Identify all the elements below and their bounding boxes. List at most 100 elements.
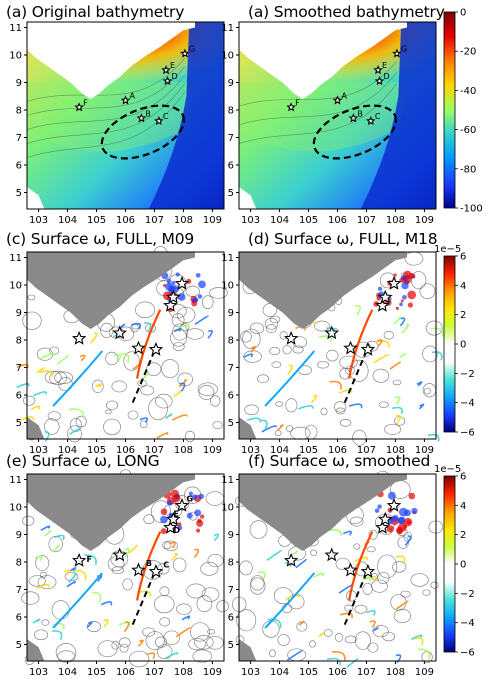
- x-tick-label: 106: [116, 215, 135, 226]
- colorbar-tick-label: −4: [460, 398, 475, 409]
- panel-title-a2: (a) Smoothed bathymetry: [248, 3, 445, 21]
- colorbar-tick-label: -80: [460, 164, 476, 175]
- y-tick-label: 5: [228, 640, 234, 651]
- station-star-icon: [74, 102, 84, 112]
- station-star-icon: [161, 65, 171, 75]
- station-label: G: [186, 495, 193, 504]
- station-star-icon: [283, 330, 299, 345]
- colorbar-tick-label: -60: [460, 125, 476, 136]
- x-tick-label: 107: [145, 445, 164, 456]
- station-star-icon: [378, 289, 393, 304]
- station-star-icon: [148, 563, 164, 578]
- colorbar-tick-label: −2: [460, 589, 475, 600]
- station-star-icon: [71, 330, 87, 345]
- colorbar-tick-label: −2: [460, 369, 475, 380]
- station-star-icon: [166, 289, 181, 304]
- y-tick-label: 6: [228, 391, 234, 402]
- panel-title-d: (d) Surface ω, FULL, M18: [248, 230, 437, 248]
- y-tick-label: 10: [9, 503, 22, 514]
- colorbar-scale: [443, 11, 456, 209]
- station-star-icon: [174, 275, 190, 290]
- x-tick-label: 104: [270, 445, 289, 456]
- y-tick-label: 6: [16, 391, 22, 402]
- colorbar-tick-label: −6: [460, 428, 475, 439]
- y-tick-label: 7: [16, 585, 22, 596]
- x-tick-label: 104: [58, 667, 77, 678]
- station-label: D: [173, 526, 180, 535]
- station-star-icon: [131, 340, 146, 355]
- x-tick-label: 108: [386, 445, 405, 456]
- station-star-icon: [332, 95, 343, 105]
- x-tick-label: 104: [58, 445, 77, 456]
- colorbar-tick-label: 4: [460, 281, 466, 292]
- x-tick-label: 108: [174, 215, 193, 226]
- y-tick-label: 5: [228, 418, 234, 429]
- y-tick-label: 7: [16, 133, 22, 144]
- y-tick-label: 11: [9, 475, 22, 486]
- station-star-icon: [386, 275, 402, 290]
- x-tick-label: 103: [241, 215, 260, 226]
- station-star-icon: [154, 115, 164, 126]
- station-label: B: [145, 109, 151, 118]
- station-star-icon: [112, 547, 127, 562]
- y-tick-label: 5: [16, 418, 22, 429]
- x-tick-label: 105: [299, 667, 318, 678]
- x-tick-label: 106: [116, 667, 135, 678]
- x-tick-label: 108: [174, 667, 193, 678]
- station-star-icon: [386, 497, 402, 512]
- station-star-icon: [120, 95, 131, 105]
- x-tick-label: 104: [270, 215, 289, 226]
- colorbar-tick-label: 2: [460, 310, 466, 321]
- x-tick-label: 103: [241, 445, 260, 456]
- x-tick-label: 104: [58, 215, 77, 226]
- y-tick-label: 8: [228, 106, 234, 117]
- y-tick-label: 8: [228, 558, 234, 569]
- land-mass: [239, 252, 407, 329]
- station-label: F: [83, 98, 88, 107]
- x-tick-label: 109: [415, 667, 434, 678]
- x-tick-label: 103: [29, 445, 48, 456]
- colorbar-tick-label: 6: [460, 252, 466, 263]
- x-tick-label: 105: [87, 667, 106, 678]
- station-star-icon: [343, 340, 358, 355]
- y-tick-label: 10: [9, 281, 22, 292]
- colorbar-scale: [443, 255, 456, 433]
- station-label: F: [295, 98, 300, 107]
- colorbar-tick-label: 6: [460, 472, 466, 483]
- y-tick-label: 11: [9, 23, 22, 34]
- x-tick-label: 107: [357, 215, 376, 226]
- colorbar-omega-top: 6 4 2 0 −2 −4 −6 1e−5: [434, 244, 475, 439]
- x-tick-label: 107: [357, 445, 376, 456]
- station-star-icon: [343, 562, 358, 577]
- y-tick-label: 7: [228, 585, 234, 596]
- station-label: G: [401, 45, 407, 54]
- colorbar-omega-bottom: 6 4 2 0 −2 −4 −6 1e−5: [434, 464, 475, 659]
- y-tick-label: 11: [221, 23, 234, 34]
- y-tick-label: 10: [9, 51, 22, 62]
- y-tick-label: 6: [228, 161, 234, 172]
- y-tick-label: 10: [221, 51, 234, 62]
- station-label: E: [170, 61, 175, 70]
- station-star-icon: [375, 297, 390, 312]
- y-tick-label: 7: [228, 133, 234, 144]
- station-star-icon: [348, 113, 359, 123]
- panel-title-c: (c) Surface ω, FULL, M09: [6, 230, 194, 248]
- station-star-icon: [163, 297, 178, 312]
- station-star-icon: [136, 113, 147, 123]
- station-label: D: [172, 72, 178, 81]
- colorbar-tick-label: 0: [460, 560, 466, 571]
- x-tick-label: 109: [415, 445, 434, 456]
- land-mass: [27, 22, 195, 99]
- y-tick-label: 9: [228, 308, 234, 319]
- station-label: B: [357, 109, 363, 118]
- station-label: C: [163, 561, 169, 570]
- station-star-icon: [112, 325, 127, 340]
- y-tick-label: 6: [16, 161, 22, 172]
- y-tick-label: 8: [16, 336, 22, 347]
- station-star-icon: [360, 563, 376, 578]
- x-tick-label: 106: [116, 445, 135, 456]
- x-tick-label: 109: [203, 445, 222, 456]
